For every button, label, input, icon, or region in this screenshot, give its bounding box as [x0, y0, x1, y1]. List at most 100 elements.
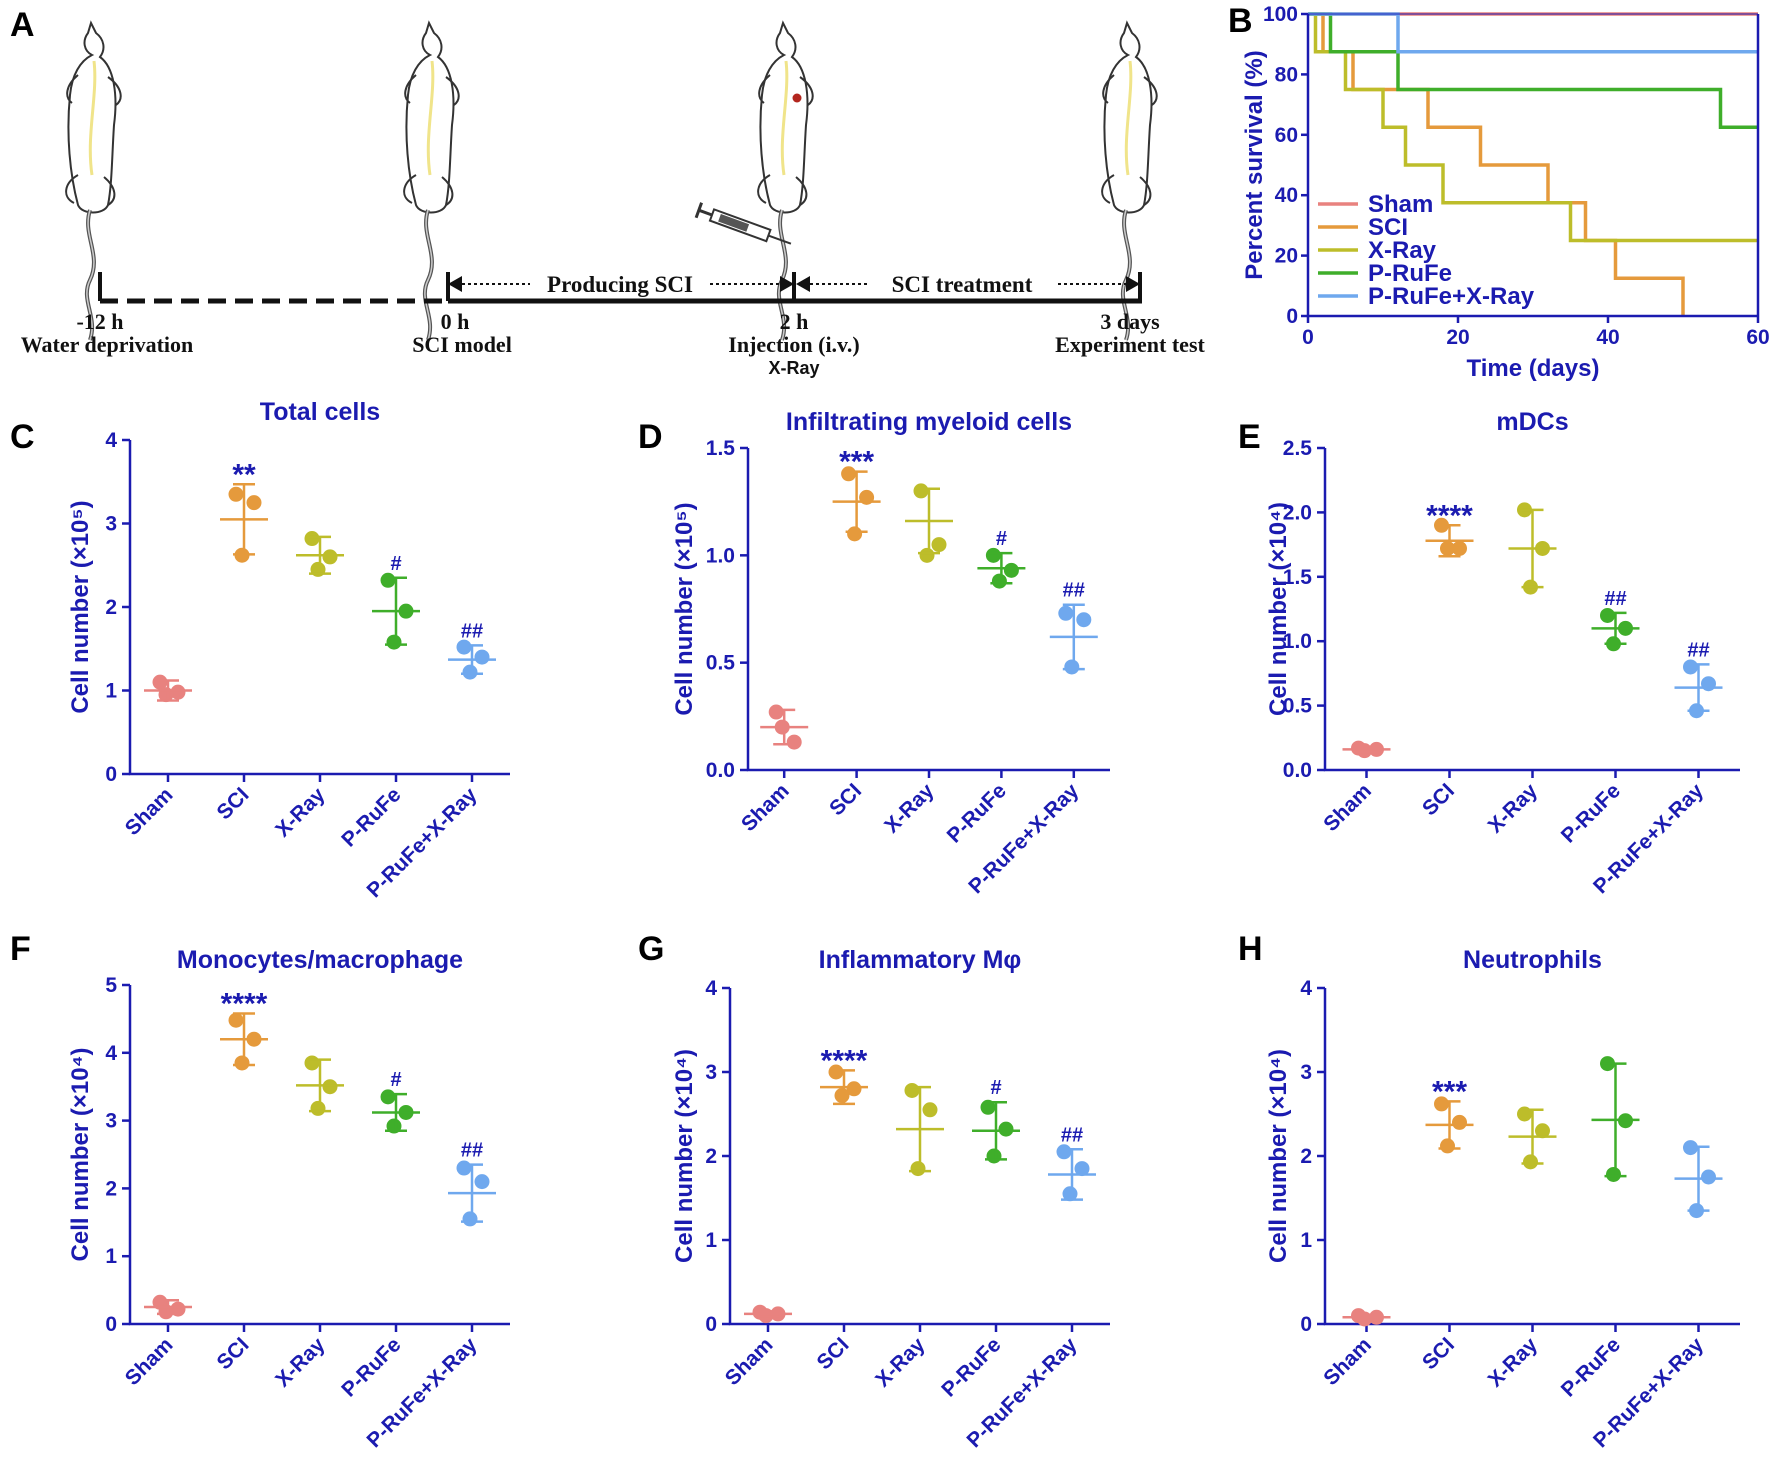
significance-stars: ***: [1432, 1075, 1467, 1108]
y-axis-title: Cell number (×10⁴): [67, 1048, 94, 1262]
data-point-sci: [846, 1081, 862, 1097]
y-tick-label: 4: [1300, 977, 1312, 1000]
significance-hash: #: [390, 553, 401, 575]
x-category-label: P-RuFe: [337, 1333, 405, 1401]
x-category-label: Sham: [121, 783, 178, 840]
time-label: -12 h: [76, 309, 123, 334]
y-tick-label: 0.0: [706, 759, 735, 782]
data-point-p-rufe-x-ray: [1683, 659, 1698, 675]
data-point-sci: [1440, 540, 1455, 556]
significance-hash: #: [990, 1077, 1001, 1099]
data-point-p-rufe-x-ray: [1056, 1144, 1072, 1160]
event-label: Water deprivation: [21, 332, 194, 357]
data-point-p-rufe-x-ray: [462, 1211, 478, 1227]
data-point-p-rufe: [380, 572, 396, 588]
y-tick-label: 80: [1275, 63, 1298, 86]
significance-hash: ##: [1604, 588, 1626, 610]
panel-label-c: C: [10, 418, 35, 456]
chart-title: Total cells: [260, 398, 380, 426]
data-point-x-ray: [304, 1055, 320, 1071]
y-tick-label: 0.5: [1283, 695, 1313, 718]
significance-stars: ***: [839, 446, 874, 479]
dotplot-infiltrating-myeloid: Infiltrating myeloid cells 0.0 0.5 1.0 1.5 Ce…: [671, 408, 1110, 898]
y-tick-label: 0.5: [706, 652, 736, 675]
y-tick-label: 1: [705, 1229, 717, 1252]
event-label: Injection (i.v.): [728, 332, 859, 357]
dotplot-monocytes: Monocytes/macrophage 0 1 2 3 4 5 Cell number (×…: [67, 946, 510, 1452]
y-axis-title: Cell number (×10⁴): [1265, 1049, 1292, 1263]
x-category-label: SCI: [825, 779, 866, 820]
chart-title: mDCs: [1496, 408, 1568, 436]
y-tick-label: 0: [1300, 1313, 1312, 1336]
y-axis-title: Percent survival (%): [1241, 50, 1268, 279]
significance-stars: ****: [221, 987, 268, 1020]
y-tick-label: 1: [105, 1245, 117, 1268]
x-category-label: P-RuFe: [1557, 779, 1625, 847]
significance-stars: ****: [821, 1044, 868, 1077]
x-category-label: SCI: [213, 783, 254, 824]
legend-label: P-RuFe+X-Ray: [1368, 283, 1535, 310]
sci-treatment-label: SCI treatment: [892, 272, 1033, 297]
y-tick-label: 1.5: [706, 437, 736, 460]
x-tick-label: 60: [1746, 326, 1769, 349]
data-point-sci: [847, 526, 863, 542]
y-tick-label: 4: [105, 429, 117, 452]
time-label: 3 days: [1100, 309, 1160, 334]
timeline-panel: Producing SCI SCI treatment -12 h Water …: [21, 21, 1206, 378]
y-tick-label: 1: [1300, 1229, 1312, 1252]
data-point-p-rufe: [986, 1148, 1002, 1164]
x-category-label: X-Ray: [880, 779, 939, 838]
data-point-sci: [1452, 540, 1467, 556]
y-axis-title: Cell number (×10⁵): [671, 502, 698, 715]
x-category-label: P-RuFe: [937, 1333, 1005, 1401]
dotplot-mdcs: mDCs 0.0 0.5 1.0 1.5 2.0 2.5 Cell number (×10⁴)…: [1265, 408, 1740, 898]
data-point-sci: [1452, 1114, 1467, 1130]
data-point-x-ray: [922, 1102, 938, 1118]
mouse-icon: [64, 21, 123, 342]
survival-line-p-rufe-x-ray: [1308, 12, 1758, 54]
y-tick-label: 3: [105, 513, 117, 536]
y-tick-label: 2: [705, 1145, 717, 1168]
significance-hash: ##: [1061, 1124, 1083, 1146]
x-tick-label: 20: [1446, 326, 1469, 349]
data-point-sham: [152, 674, 168, 690]
y-tick-label: 5: [105, 974, 117, 997]
y-tick-label: 4: [705, 977, 717, 1000]
significance-hash: #: [996, 528, 1007, 550]
x-category-label: SCI: [1418, 779, 1459, 820]
panel-label-e: E: [1238, 418, 1261, 456]
data-point-x-ray: [919, 547, 935, 563]
event-label: SCI model: [412, 332, 512, 357]
data-point-x-ray: [304, 531, 320, 547]
data-point-p-rufe-x-ray: [474, 649, 490, 665]
y-tick-label: 100: [1263, 3, 1298, 26]
x-category-label: X-Ray: [871, 1333, 930, 1392]
significance-hash: ##: [461, 620, 483, 642]
y-tick-label: 3: [105, 1110, 117, 1133]
y-tick-label: 1.5: [1283, 566, 1313, 589]
mouse-icon: [402, 21, 461, 342]
x-category-label: Sham: [1319, 1333, 1376, 1390]
x-category-label: P-RuFe: [337, 783, 405, 851]
data-point-p-rufe: [380, 1089, 396, 1105]
axes: [1323, 448, 1740, 772]
data-point-sham: [786, 734, 802, 750]
data-point-p-rufe-x-ray: [456, 639, 472, 655]
data-point-p-rufe-x-ray: [1062, 1186, 1078, 1202]
data-point-p-rufe: [985, 547, 1001, 563]
y-tick-label: 1: [105, 680, 117, 703]
significance-stars: **: [232, 458, 256, 491]
axes: [128, 440, 510, 776]
data-point-p-rufe-x-ray: [1701, 676, 1716, 692]
data-point-sham: [768, 704, 784, 720]
data-point-x-ray: [1535, 1123, 1550, 1139]
x-axis-title: Time (days): [1467, 355, 1600, 382]
data-point-sci: [246, 495, 262, 511]
data-point-x-ray: [910, 1161, 926, 1177]
time-label: 0 h: [441, 309, 470, 334]
data-point-x-ray: [931, 537, 947, 553]
significance-hash: #: [390, 1069, 401, 1091]
data-point-sci: [834, 1088, 850, 1104]
x-category-label: SCI: [213, 1333, 254, 1374]
x-category-label: P-RuFe: [1557, 1333, 1625, 1401]
